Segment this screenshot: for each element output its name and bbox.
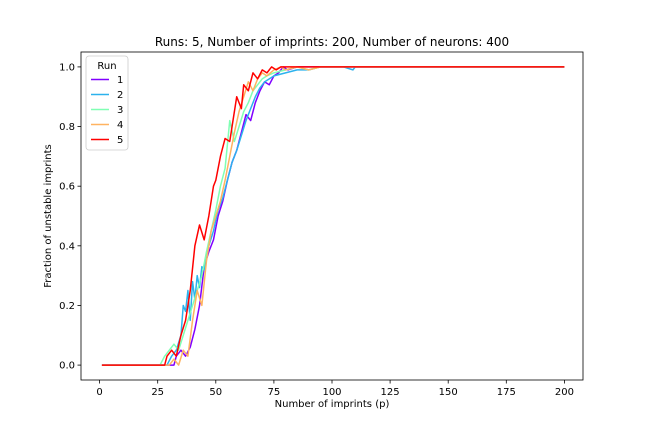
x-tick-label: 200 [555, 387, 574, 398]
x-tick-label: 125 [381, 387, 400, 398]
legend-items: 1 2 3 4 5 [91, 75, 123, 146]
x-axis-ticks: 0 25 50 75 100 125 150 175 200 [96, 380, 574, 398]
y-axis-ticks: 0.0 0.2 0.4 0.6 0.8 1.0 [59, 62, 81, 372]
legend-label-run-5: 5 [117, 135, 123, 146]
legend-label-run-4: 4 [117, 120, 123, 131]
series-group [101, 66, 565, 366]
x-tick-label: 75 [268, 387, 281, 398]
x-axis-label: Number of imprints (p) [275, 399, 390, 410]
y-tick-label: 1.0 [59, 62, 75, 73]
y-tick-label: 0.4 [59, 241, 75, 252]
legend-label-run-2: 2 [117, 90, 123, 101]
x-tick-label: 50 [209, 387, 222, 398]
x-tick-label: 100 [322, 387, 341, 398]
legend-label-run-1: 1 [117, 75, 123, 86]
y-tick-label: 0.8 [59, 122, 75, 133]
y-tick-label: 0.0 [59, 361, 75, 372]
series-line-run-2 [101, 66, 565, 366]
x-tick-label: 175 [497, 387, 516, 398]
series-line-run-5 [101, 66, 565, 366]
y-tick-label: 0.2 [59, 301, 75, 312]
legend-title: Run [97, 61, 116, 72]
series-line-run-3 [101, 66, 565, 366]
x-tick-label: 150 [439, 387, 458, 398]
legend-label-run-3: 3 [117, 105, 123, 116]
y-tick-label: 0.6 [59, 182, 75, 193]
x-tick-label: 0 [96, 387, 102, 398]
y-axis-label: Fraction of unstable imprints [43, 144, 54, 288]
series-line-run-4 [101, 66, 565, 366]
chart-title: Runs: 5, Number of imprints: 200, Number… [155, 35, 509, 49]
x-tick-label: 25 [151, 387, 164, 398]
legend: Run 1 2 3 4 5 [85, 55, 129, 151]
plot-area: 0 25 50 75 100 125 150 175 200 0.00.20.40.60.81.… [59, 51, 584, 398]
